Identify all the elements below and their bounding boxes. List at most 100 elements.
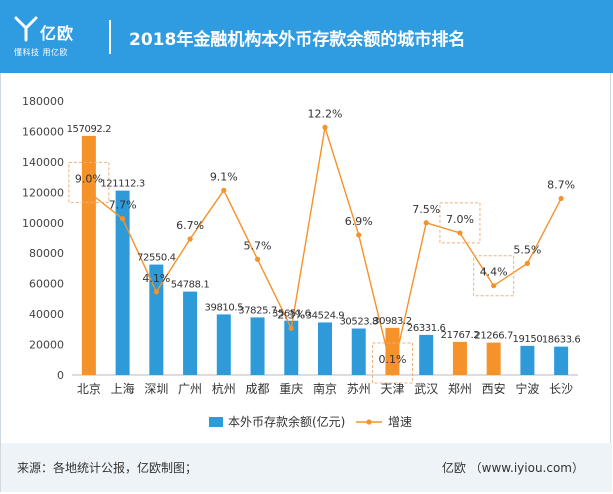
growth-value-label: 2.3% [277,308,305,321]
growth-value-label: 7.0% [446,213,474,226]
highlight-box [473,255,515,297]
growth-point [86,189,92,195]
x-tick-label: 南京 [313,381,337,396]
x-tick-label: 成都 [246,382,270,396]
highlight-box [439,202,481,244]
bar-value-label: 19150 [512,334,542,345]
growth-point [288,325,294,331]
chart-canvas: 0 20000 40000 60000 80000 100000 120000 140000 1… [22,95,581,429]
bar-value-label: 157092.2 [67,124,112,135]
y-tick-label: 160000 [22,125,64,138]
y-tick-label: 180000 [22,95,64,108]
bar [520,345,535,375]
growth-value-label: 9.1% [210,170,238,183]
bar [554,346,569,375]
y-tick-label: 20000 [29,339,64,352]
x-tick-label: 宁波 [515,381,539,396]
x-tick-label: 天津 [380,382,404,396]
growth-value-label: 4.4% [480,266,508,279]
growth-point [254,256,261,262]
growth-value-label: 6.7% [176,219,204,232]
footer-bar: 来源：各地统计公报，亿欧制图； 亿欧 （www.iyiou.com） [1,443,612,492]
chart-title: 2018年金融机构本外币存款余额的城市排名 [129,30,466,50]
bar-value-label: 37825.7 [238,305,277,316]
legend-bar-swatch [209,417,223,427]
bar [216,314,231,375]
x-tick-label: 西安 [482,381,506,396]
legend-line-marker [366,419,372,425]
bar [351,328,366,375]
bar [284,320,299,375]
bar-value-label: 30523.8 [339,317,378,328]
x-tick-label: 北京 [77,382,101,396]
logo-text: 亿欧 [40,24,75,43]
bar-value-label: 72550.4 [137,253,176,264]
source-note: 来源：各地统计公报，亿欧制图； [17,461,198,475]
growth-point [423,220,429,226]
growth-value-label: 0.1% [378,353,406,366]
growth-point [322,124,328,130]
header-divider [109,20,111,54]
growth-point [187,236,193,242]
legend-line-label: 增速 [388,415,412,429]
growth-value-label: 9.0% [75,172,103,185]
y-tick-label: 0 [57,369,64,382]
bar-value-label: 121112.3 [100,179,145,190]
bar-value-label: 21266.7 [474,331,513,342]
x-tick-label: 深圳 [144,382,168,396]
x-tick-label: 重庆 [279,382,303,396]
bar-value-label: 26331.6 [407,323,446,334]
bar-value-label: 18633.6 [542,335,581,346]
bar [419,334,434,375]
x-tick-label: 武汉 [414,382,438,396]
growth-point [153,289,159,295]
bar-value-label: 21767.2 [441,330,480,341]
bar [318,322,332,375]
bar [486,342,501,375]
x-tick-label: 广州 [178,382,202,396]
y-tick-label: 120000 [22,186,64,199]
legend-bar-label: 本外币存款余额(亿元) [228,414,345,429]
bar-value-label: 39810.5 [205,302,244,313]
bar-value-label: 54788.1 [171,280,210,291]
logo-icon [14,16,38,42]
x-tick-label: 长沙 [549,382,573,396]
growth-point [558,195,564,202]
growth-value-label: 5.5% [513,243,541,256]
growth-point [356,232,362,238]
growth-point [389,370,396,376]
y-tick-label: 60000 [29,278,64,291]
growth-value-label: 8.7% [547,178,575,191]
y-tick-label: 100000 [22,217,64,230]
growth-point [120,216,126,222]
bar [250,317,265,375]
growth-value-label: 12.2% [308,107,343,120]
growth-value-label: 7.5% [412,203,440,216]
bar-value-label: 34524.9 [306,310,345,321]
highlight-box [68,161,110,203]
y-tick-label: 40000 [29,308,64,321]
logo-tagline: 懂科技 用亿欧 [14,48,69,57]
bar [183,291,198,375]
brand-credit: 亿欧 （www.iyiou.com） [441,461,584,475]
header-bar: 亿欧 懂科技 用亿欧 2018年金融机构本外币存款余额的城市排名 [0,0,613,73]
growth-point [457,230,463,236]
y-tick-label: 140000 [22,156,64,169]
growth-point [491,283,497,289]
logo: 亿欧 懂科技 用亿欧 [12,14,98,62]
growth-value-label: 7.7% [109,199,137,212]
y-tick-label: 80000 [29,247,64,260]
x-tick-label: 苏州 [347,382,371,396]
bar [149,264,164,375]
growth-point [221,187,227,193]
growth-value-label: 4.1% [142,272,170,285]
highlight-box [371,342,413,384]
bar-value-label: 30983.2 [373,316,412,327]
bar [385,327,400,375]
bar [115,190,130,375]
growth-point [524,260,531,266]
x-tick-label: 上海 [111,381,135,396]
bar-value-label: 35651.6 [272,309,311,320]
bar [452,341,467,375]
growth-value-label: 5.7% [244,239,272,252]
